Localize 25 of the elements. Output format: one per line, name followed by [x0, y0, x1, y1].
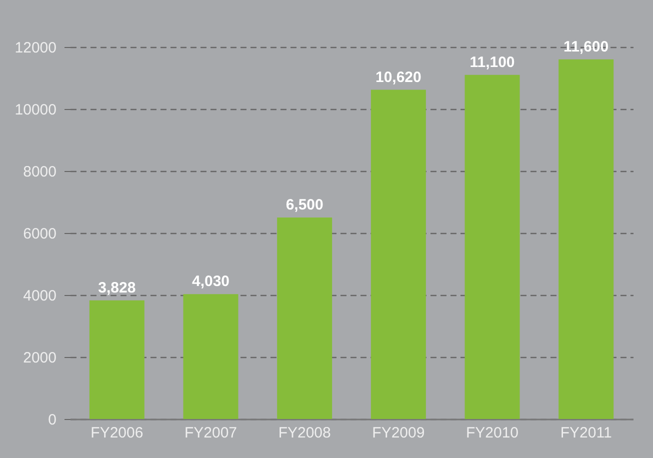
bar [277, 218, 332, 419]
bar [370, 90, 426, 419]
x-tick-label: FY2008 [278, 424, 331, 442]
y-tick-label: 10000 [14, 102, 56, 118]
bar [89, 300, 144, 419]
x-tick-label: FY2011 [560, 424, 612, 442]
x-tick-label: FY2009 [372, 424, 425, 442]
data-label: 3,828 [98, 279, 136, 296]
data-label: 10,620 [375, 68, 422, 86]
y-tick-label: 6000 [23, 226, 56, 242]
data-label: 4,030 [192, 273, 230, 290]
bar [464, 74, 520, 419]
x-tick-label: FY2010 [466, 424, 519, 442]
x-tick-label: FY2006 [90, 424, 144, 442]
bar [558, 59, 614, 419]
x-tick-label: FY2007 [184, 424, 238, 442]
y-tick-label: 8000 [23, 164, 56, 180]
y-tick-label: 0 [48, 412, 56, 428]
data-label: 11,100 [470, 54, 515, 71]
data-label: 11,600 [564, 38, 609, 56]
y-tick-label: 4000 [23, 288, 56, 304]
data-label: 6,500 [286, 196, 324, 214]
bar [183, 294, 238, 419]
y-tick-label: 2000 [23, 350, 56, 366]
y-tick-label: 12000 [14, 40, 56, 56]
